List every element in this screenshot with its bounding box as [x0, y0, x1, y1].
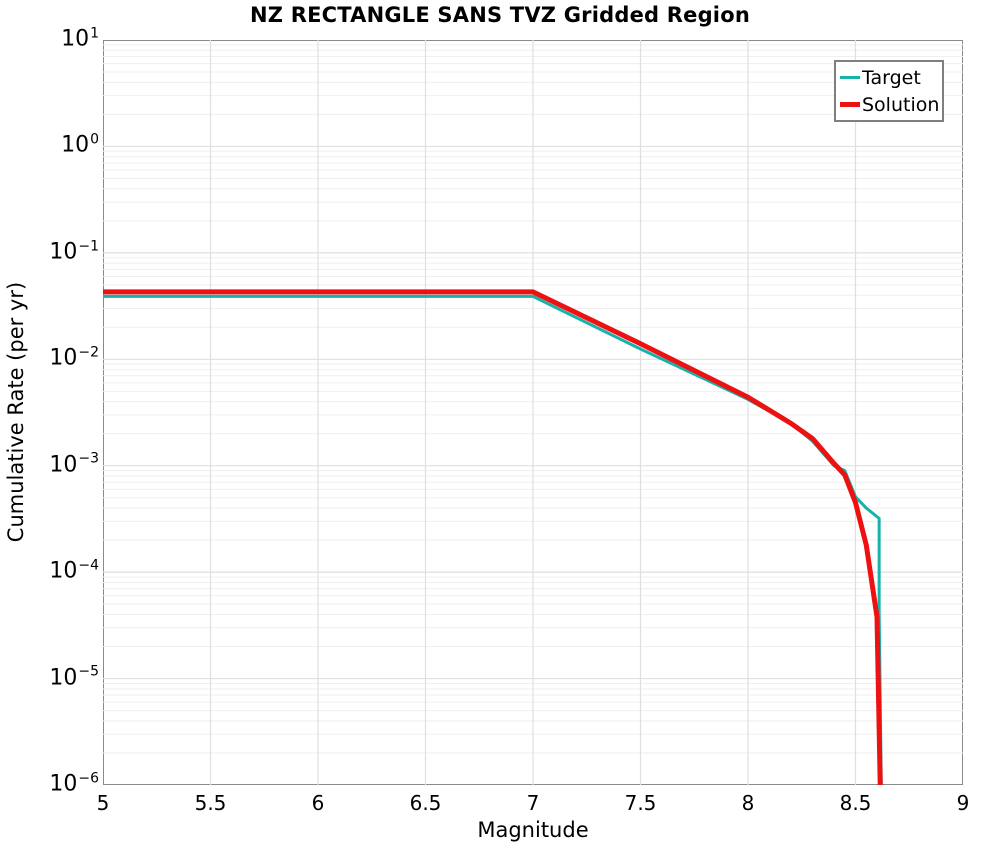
x-tick-label: 8.5	[839, 791, 872, 815]
x-tick-label: 7.5	[624, 791, 657, 815]
y-tick-label: 101	[61, 25, 99, 52]
target-line-swatch	[840, 76, 860, 79]
x-tick-label: 7	[526, 791, 540, 815]
y-tick-label: 10−4	[49, 557, 99, 584]
y-tick-label: 10−2	[49, 344, 99, 371]
x-axis-title: Magnitude	[477, 818, 589, 842]
solution-line-swatch	[840, 102, 860, 107]
legend-label-target: Target	[862, 66, 921, 89]
y-axis-title: Cumulative Rate (per yr)	[4, 281, 28, 543]
x-tick-label: 9	[956, 791, 970, 815]
y-tick-label: 10−1	[49, 238, 99, 265]
legend-label-solution: Solution	[862, 93, 940, 116]
y-tick-label: 10−5	[49, 663, 99, 691]
legend-item-target: Target	[836, 64, 942, 91]
x-tick-label: 6	[311, 791, 325, 815]
x-tick-label: 5.5	[194, 791, 227, 815]
x-tick-label: 8	[741, 791, 755, 815]
solution-line	[103, 289, 883, 785]
legend: Target Solution	[834, 60, 944, 122]
x-tick-label: 6.5	[409, 791, 442, 815]
y-tick-label: 10−3	[49, 450, 99, 478]
plot-area	[103, 40, 963, 785]
legend-item-solution: Solution	[836, 91, 942, 118]
plot-canvas	[103, 40, 963, 785]
chart-title: NZ RECTANGLE SANS TVZ Gridded Region	[249, 3, 750, 27]
y-tick-label: 10−6	[49, 770, 99, 797]
y-tick-label: 100	[61, 131, 99, 158]
x-tick-label: 5	[96, 791, 110, 815]
